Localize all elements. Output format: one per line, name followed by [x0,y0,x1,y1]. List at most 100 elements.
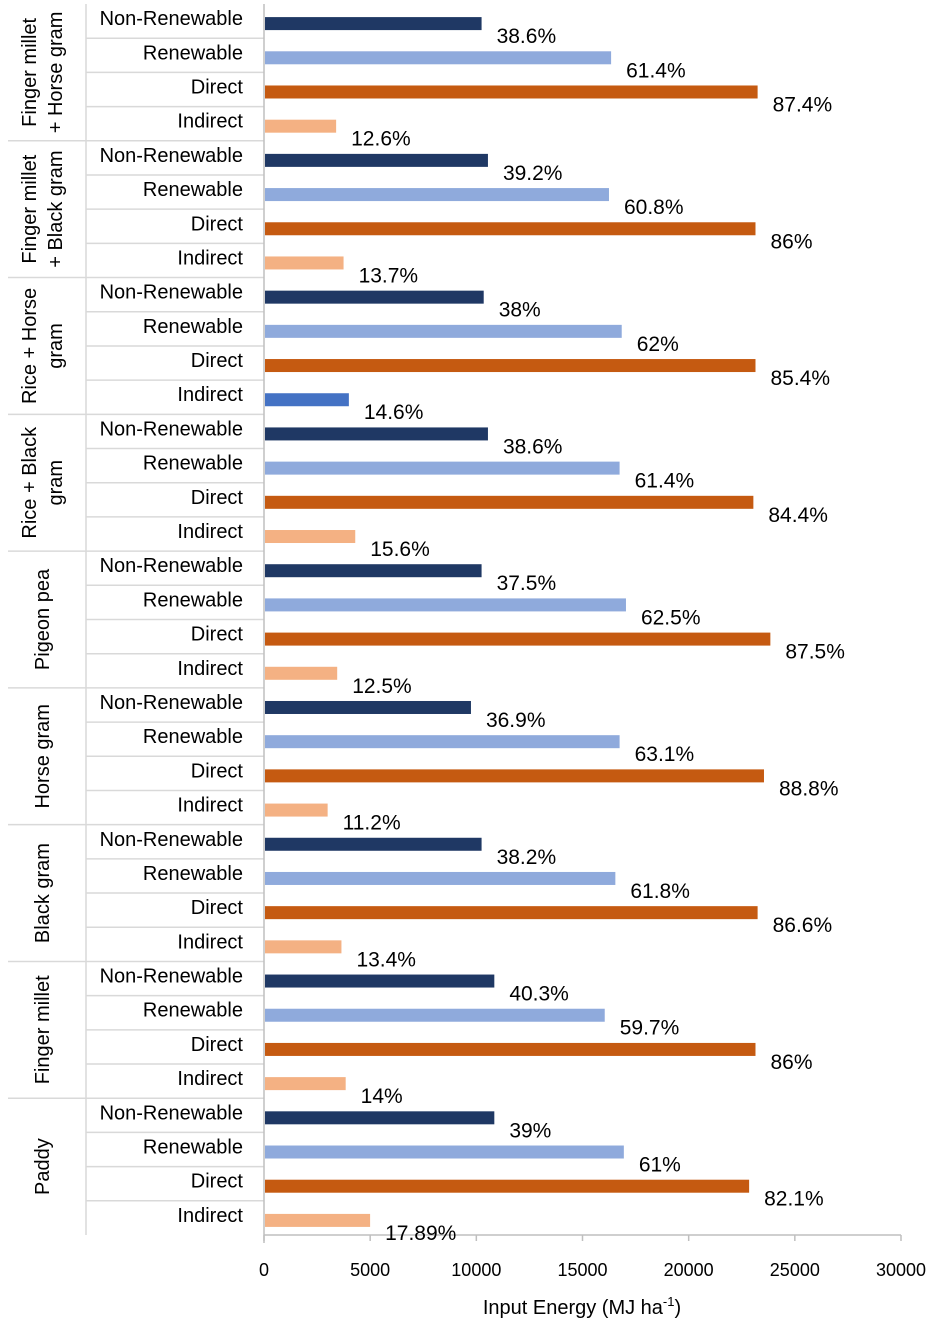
value-label: 14% [361,1085,403,1108]
x-tick-label: 0 [259,1260,269,1280]
value-label: 12.6% [351,128,411,151]
bar [265,700,471,714]
category-label: Non-Renewable [100,966,243,988]
bar [265,940,342,954]
category-label: Renewable [143,1137,243,1159]
value-label: 62% [637,333,679,356]
value-label: 61.8% [630,880,690,903]
category-label: Renewable [143,589,243,611]
category-label: Direct [191,1171,244,1193]
bar [265,17,482,31]
bar [265,393,349,407]
group-label: Black gram [32,843,54,943]
bar [265,632,771,646]
value-label: 84.4% [768,504,828,527]
value-label: 38.6% [497,25,557,48]
bar [265,530,356,544]
bar [265,290,484,304]
value-label: 59.7% [620,1017,680,1040]
value-label: 36.9% [486,709,546,732]
value-label: 85.4% [770,367,830,390]
value-label: 88.8% [779,777,839,800]
x-tick-label: 20000 [664,1260,714,1280]
value-label: 86.6% [773,914,833,937]
bar [265,598,626,612]
value-label: 40.3% [509,983,569,1006]
x-axis-title-main: Input Energy (MJ ha [483,1297,664,1319]
bar [265,85,758,99]
bar [265,153,488,167]
bar [265,974,495,988]
category-label: Direct [191,487,244,509]
group-label: Finger millet [19,17,41,126]
value-label: 60.8% [624,196,684,219]
category-label: Direct [191,624,244,646]
bar [265,1213,371,1227]
value-label: 86% [770,1051,812,1074]
category-label: Indirect [177,1205,243,1227]
x-tick-label: 15000 [557,1260,607,1280]
group-label: Finger millet [32,975,54,1084]
category-label: Indirect [177,111,243,133]
value-label: 13.7% [359,264,419,287]
category-label: Direct [191,76,244,98]
value-label: 38% [499,299,541,322]
group-label: + Horse gram [45,12,67,134]
bar [265,427,488,441]
value-label: 38.6% [503,435,563,458]
bar [265,51,612,65]
value-label: 13.4% [356,948,416,971]
category-label: Non-Renewable [100,692,243,714]
group-label: gram [45,323,67,369]
value-label: 87.4% [773,93,833,116]
x-axis-title: Input Energy (MJ ha-1) [483,1294,681,1319]
bar [265,769,764,783]
value-label: 82.1% [764,1188,824,1211]
category-label: Non-Renewable [100,8,243,30]
category-label: Direct [191,760,244,782]
value-label: 12.5% [352,675,412,698]
category-label: Non-Renewable [100,145,243,167]
category-label: Indirect [177,795,243,817]
bar [265,906,758,920]
category-label: Non-Renewable [100,418,243,440]
bar [265,359,756,373]
value-label: 39.2% [503,162,563,185]
group-label: Finger millet [19,154,41,263]
value-label: 15.6% [370,538,430,561]
group-label: Paddy [32,1138,54,1195]
value-label: 38.2% [497,846,557,869]
value-label: 17.89% [385,1222,456,1245]
x-tick-label: 10000 [451,1260,501,1280]
bar [265,1077,346,1091]
category-label: Non-Renewable [100,555,243,577]
x-tick-label: 5000 [350,1260,390,1280]
bar [265,1042,756,1056]
value-label: 61.4% [635,470,695,493]
category-label: Indirect [177,1068,243,1090]
category-label: Renewable [143,863,243,885]
bar [265,461,620,475]
bar [265,735,620,749]
bar [265,1179,750,1193]
group-label: Horse gram [32,704,54,808]
value-label: 62.5% [641,606,701,629]
group-label: gram [45,460,67,506]
category-label: Indirect [177,931,243,953]
value-label: 39% [509,1119,551,1142]
bar [265,256,344,270]
category-label: Indirect [177,521,243,543]
category-label: Renewable [143,453,243,475]
x-tick-label: 30000 [876,1260,926,1280]
bar [265,222,756,236]
category-label: Indirect [177,384,243,406]
x-axis-title-superscript: -1 [663,1294,675,1309]
group-label: Rice + Black [19,426,41,539]
value-label: 11.2% [343,812,401,835]
bar [265,495,754,509]
bar [265,1008,605,1022]
category-label: Direct [191,897,244,919]
category-label: Non-Renewable [100,829,243,851]
category-label: Direct [191,1034,244,1056]
